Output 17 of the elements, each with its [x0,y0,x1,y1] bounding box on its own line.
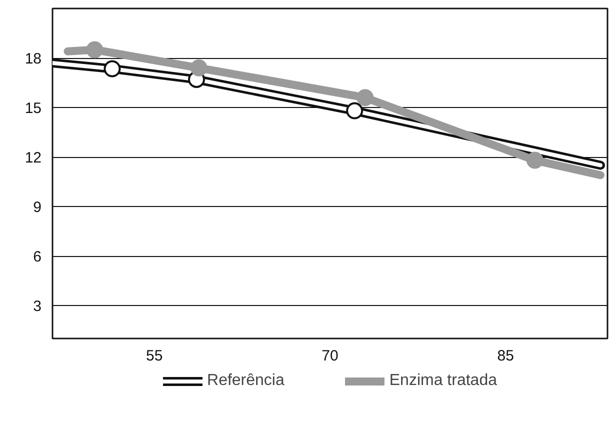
point [104,60,121,78]
y-tick-label: 3 [33,298,42,315]
point [190,59,208,76]
y-tick-label: 9 [33,199,42,216]
x-tick-label: 70 [322,348,338,364]
point [526,152,544,169]
x-tick-label: 55 [146,348,163,364]
point [346,102,364,120]
y-tick-label: 6 [33,248,42,266]
point [86,41,104,58]
y-tick-label: 18 [24,50,42,68]
legend-label: Enzima tratada [389,372,497,390]
y-tick-label: 12 [24,150,42,166]
y-tick-label: 15 [24,100,42,117]
legend-label: Referência [207,372,284,390]
x-tick-label: 85 [497,348,514,364]
point [356,89,374,106]
